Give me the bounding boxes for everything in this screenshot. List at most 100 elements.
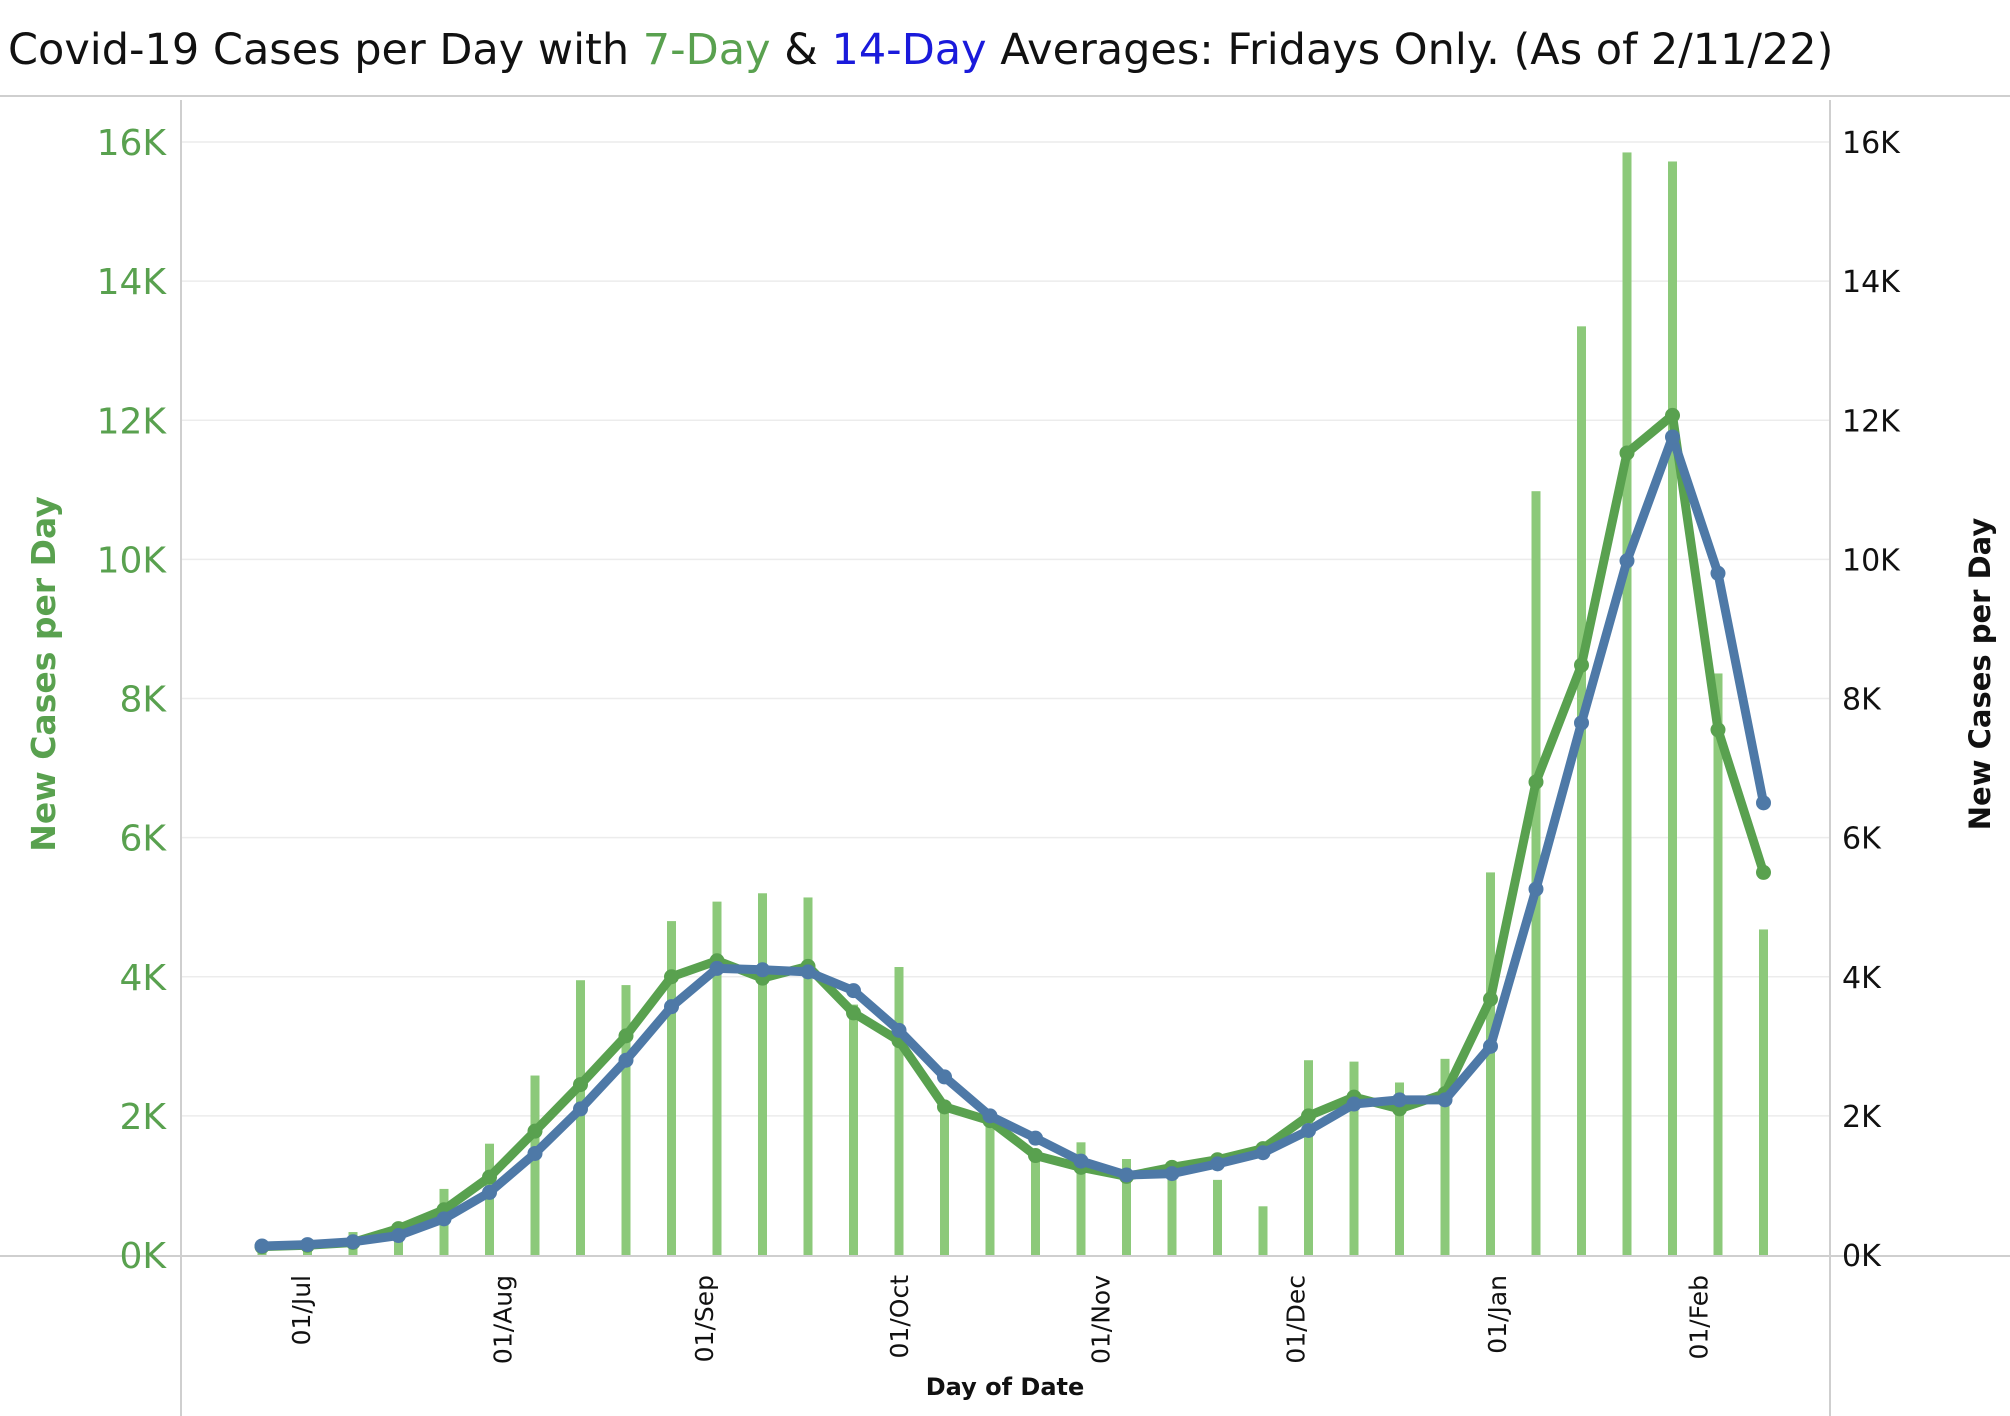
bar	[758, 893, 767, 1255]
bar	[576, 980, 585, 1255]
bar	[1622, 152, 1632, 1256]
left-y-ticks: 0K 2K 4K 6K 8K 10K 12K 14K 16K	[97, 123, 168, 1277]
bar	[894, 967, 904, 1255]
data-point	[1528, 774, 1544, 790]
data-point	[436, 1211, 452, 1227]
bar	[985, 1112, 995, 1255]
data-point	[1619, 445, 1635, 461]
chart-title: Covid-19 Cases per Day with 7-Day & 14-D…	[8, 14, 1833, 86]
bar	[1440, 1058, 1450, 1255]
bar	[1668, 161, 1677, 1255]
right-y-tick-label: 4K	[1842, 961, 1882, 996]
title-fourteen-day: 14-Day	[831, 25, 987, 75]
right-y-tick-label: 16K	[1842, 126, 1901, 161]
bar	[1031, 1154, 1040, 1255]
bar	[1713, 673, 1723, 1255]
data-point	[664, 969, 679, 985]
data-point	[1483, 1038, 1498, 1054]
title-amp: &	[770, 25, 832, 75]
bar	[1395, 1082, 1404, 1255]
left-y-tick-label: 12K	[97, 401, 168, 442]
x-tick-label: 01/Sep	[690, 1275, 719, 1362]
data-point	[1483, 991, 1498, 1007]
right-y-tick-label: 8K	[1842, 683, 1882, 718]
right-y-ticks: 0K 2K 4K 6K 8K 10K 12K 14K 16K	[1842, 126, 1901, 1274]
x-tick-label: 01/Aug	[489, 1275, 518, 1364]
left-y-axis-title: New Cases per Day	[24, 496, 63, 852]
data-point	[527, 1145, 543, 1161]
left-y-tick-label: 2K	[119, 1097, 167, 1138]
right-y-tick-label: 0K	[1842, 1239, 1882, 1274]
data-point	[345, 1234, 361, 1250]
x-tick-label: 01/Feb	[1685, 1275, 1714, 1360]
data-point	[846, 1005, 861, 1021]
data-point	[482, 1184, 497, 1200]
bar	[667, 921, 676, 1255]
data-point	[800, 964, 816, 980]
title-suffix: Averages: Fridays Only. (As of 2/11/22)	[986, 25, 1834, 75]
right-y-axis-title: New Cases per Day	[1963, 518, 1997, 831]
right-y-tick-label: 12K	[1842, 404, 1901, 439]
data-point	[618, 1052, 634, 1068]
data-point	[1619, 553, 1635, 569]
data-point	[1119, 1167, 1134, 1183]
data-point	[1665, 429, 1680, 445]
bar	[712, 901, 722, 1255]
right-y-tick-label: 2K	[1842, 1100, 1882, 1135]
title-seven-day: 7-Day	[642, 25, 771, 75]
data-point	[1028, 1130, 1043, 1146]
bar	[1349, 1061, 1359, 1255]
bar	[849, 1004, 858, 1255]
data-point	[1756, 795, 1771, 811]
data-point	[1574, 715, 1589, 731]
left-y-tick-label: 8K	[119, 680, 167, 721]
bar	[1076, 1142, 1086, 1255]
data-point	[1164, 1166, 1180, 1182]
bar	[621, 985, 631, 1255]
data-point	[618, 1028, 634, 1044]
data-point	[1437, 1092, 1453, 1108]
bar	[1167, 1168, 1177, 1255]
bar	[1258, 1206, 1268, 1255]
data-point	[482, 1169, 497, 1185]
data-point	[982, 1108, 998, 1124]
data-point	[937, 1069, 952, 1085]
data-point	[573, 1077, 588, 1093]
left-y-tick-label: 16K	[97, 123, 168, 164]
data-point	[891, 1022, 907, 1038]
data-point	[709, 960, 725, 976]
x-axis-title: Day of Date	[926, 1373, 1085, 1401]
x-tick-label: 01/Nov	[1087, 1275, 1116, 1364]
series-line	[257, 410, 1768, 1252]
gridlines	[181, 141, 1830, 1117]
left-y-tick-label: 14K	[97, 262, 168, 303]
data-point	[1710, 565, 1726, 581]
x-tick-label: 01/Dec	[1282, 1275, 1311, 1364]
bar	[1213, 1179, 1222, 1255]
data-point	[1710, 722, 1726, 738]
x-tick-label: 01/Jul	[287, 1275, 316, 1345]
bar	[1577, 326, 1586, 1255]
data-point	[391, 1228, 406, 1244]
data-point	[1210, 1156, 1225, 1172]
data-point	[1574, 657, 1589, 673]
data-point	[300, 1237, 315, 1253]
data-point	[664, 999, 679, 1015]
data-point	[937, 1099, 952, 1115]
data-point	[1756, 864, 1771, 880]
data-point	[1073, 1153, 1089, 1169]
data-point	[527, 1123, 543, 1139]
bar	[1759, 929, 1768, 1255]
data-point	[1255, 1145, 1271, 1161]
left-y-tick-label: 6K	[119, 819, 167, 860]
bar	[803, 897, 813, 1255]
bar-series	[257, 152, 1768, 1256]
data-point	[1301, 1108, 1316, 1124]
data-point	[1528, 881, 1544, 897]
data-point	[1346, 1096, 1362, 1112]
bar	[1304, 1060, 1313, 1255]
data-point	[1392, 1092, 1407, 1108]
left-y-tick-label: 10K	[97, 540, 168, 581]
data-point	[1301, 1122, 1316, 1138]
